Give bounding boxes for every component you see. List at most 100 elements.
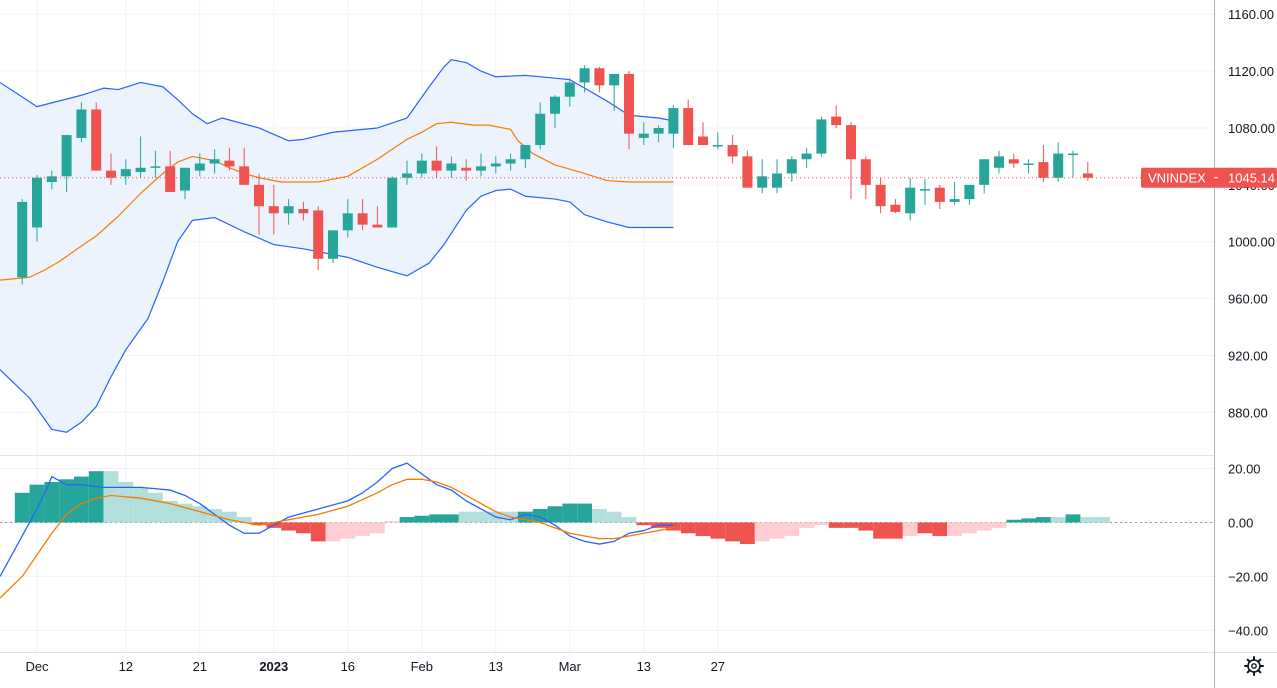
macd-histogram-bar [710, 522, 726, 539]
macd-histogram-bar [666, 522, 681, 531]
candle-body [402, 173, 412, 178]
macd-histogram-bar [296, 522, 311, 534]
candle-body [535, 113, 546, 146]
macd-histogram-bar [88, 471, 104, 523]
candle-body [1068, 153, 1078, 156]
time-tick-label: Feb [411, 659, 433, 674]
macd-tick-label: 0.00 [1228, 515, 1253, 530]
price-tick-label: 960.00 [1228, 292, 1268, 307]
candle-body [180, 167, 190, 191]
price-tick-label: 1120.00 [1228, 64, 1274, 79]
candle-body [920, 189, 930, 191]
time-tick-label: 13 [489, 659, 503, 674]
candle-body [875, 184, 886, 207]
last-price-value: 1045.14 [1228, 171, 1275, 186]
macd-histogram-bar [1021, 518, 1036, 523]
macd-histogram-bar [917, 522, 933, 534]
candle-body [1008, 159, 1019, 164]
candle-body [934, 187, 945, 202]
candle-body [46, 176, 57, 182]
candles [0, 65, 1214, 285]
macd-histogram-bar [577, 503, 592, 523]
candle-body [61, 135, 72, 177]
candle-body [194, 163, 205, 171]
candle-body [860, 159, 871, 185]
macd-histogram-bar [562, 503, 578, 523]
candle-body [846, 125, 856, 160]
macd-histogram-bar [192, 506, 208, 523]
macd-histogram-bar [118, 481, 134, 523]
last-price-label: VNINDEX 1045.14 [1141, 167, 1277, 188]
candle-body [624, 73, 634, 134]
candle-body [742, 156, 753, 188]
candle-body [609, 73, 620, 86]
macd-pane [0, 462, 1214, 599]
candle-body [964, 184, 975, 200]
candle-body [505, 159, 516, 164]
time-tick-label: Dec [25, 659, 49, 674]
candle-body [831, 116, 842, 126]
macd-histogram-bar [251, 522, 267, 526]
macd-histogram-bar [814, 522, 829, 526]
candle-body [150, 166, 161, 168]
price-tick-label: 1080.00 [1228, 121, 1275, 136]
candle-body [298, 209, 309, 214]
macd-histogram-bar [858, 522, 874, 531]
macd-histogram-bar [384, 521, 400, 523]
macd-histogram-bar [769, 522, 785, 539]
gear-tooth [1257, 658, 1262, 663]
candle-body [1053, 153, 1064, 178]
price-tick-label: 880.00 [1228, 405, 1268, 420]
time-tick-label: 13 [637, 659, 651, 674]
candle-body [91, 109, 102, 171]
last-price-badge [1141, 167, 1277, 188]
candle-body [461, 167, 472, 171]
macd-tick-label: −20.00 [1228, 569, 1268, 584]
gear-tooth [1246, 658, 1251, 663]
macd-histogram-bar [44, 481, 60, 523]
candle-body [357, 213, 368, 225]
time-tick-label: 27 [711, 659, 725, 674]
macd-histogram-bar [340, 522, 356, 539]
candle-body [772, 173, 782, 188]
candle-body [949, 199, 960, 202]
candle-body [890, 204, 901, 212]
macd-histogram-bar [74, 476, 89, 523]
candle-body [254, 184, 264, 207]
macd-histogram-bar [14, 492, 30, 523]
macd-histogram-bar [636, 522, 652, 526]
macd-histogram-bar [621, 517, 637, 523]
candle-body [683, 108, 694, 146]
candle-body [268, 206, 279, 214]
price-tick-label: 920.00 [1228, 348, 1268, 363]
macd-histogram-bar [754, 522, 770, 542]
macd-histogram-bar [310, 522, 326, 542]
macd-histogram-bar [148, 492, 163, 523]
macd-histogram-bar [976, 522, 992, 531]
candle-body [342, 213, 353, 231]
macd-histogram-bar [902, 522, 918, 536]
macd-histogram-bar [473, 511, 489, 523]
gear-tooth [1246, 669, 1251, 674]
candle-body [135, 167, 146, 173]
candle-body [416, 160, 427, 174]
candle-body [1082, 173, 1093, 178]
candle-body [165, 166, 176, 192]
candle-body [431, 160, 442, 171]
time-tick-label: 2023 [259, 659, 288, 674]
candle-body [727, 145, 738, 157]
macd-histogram-bar [414, 515, 430, 523]
macd-histogram-bar [429, 514, 444, 523]
macd-histogram-bar [695, 522, 711, 536]
candle-body [328, 230, 338, 259]
macd-histogram-bar [325, 522, 341, 542]
settings-gear-icon[interactable] [1244, 656, 1264, 676]
candle-body [120, 169, 131, 177]
macd-histogram-bar [784, 522, 800, 536]
candle-body [550, 96, 560, 114]
time-tick-label: 21 [193, 659, 207, 674]
candle-body [239, 166, 250, 185]
candle-body [76, 109, 87, 138]
macd-histogram-bar [1036, 517, 1051, 523]
